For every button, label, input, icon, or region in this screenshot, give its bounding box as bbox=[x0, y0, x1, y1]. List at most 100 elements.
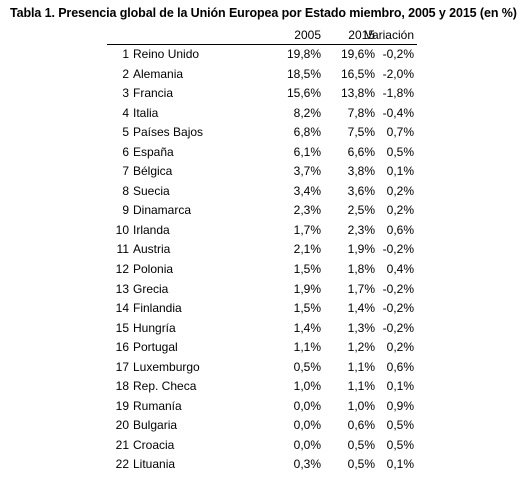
row-rank: 15 bbox=[115, 320, 129, 335]
table-row: 1 Reino Unido 19,8% 19,6% -0,2% bbox=[107, 45, 417, 65]
row-country: Irlanda bbox=[133, 222, 170, 237]
row-country: Austria bbox=[133, 242, 171, 257]
row-rank: 14 bbox=[115, 301, 129, 316]
table-row: 5 Países Bajos 6,8% 7,5% 0,7% bbox=[107, 123, 417, 143]
row-2005: 18,5% bbox=[286, 66, 321, 81]
row-country: Alemania bbox=[133, 66, 184, 81]
row-2005: 3,4% bbox=[293, 183, 321, 198]
table-title: Tabla 1. Presencia global de la Unión Eu… bbox=[10, 6, 517, 20]
table-row: 10 Irlanda 1,7% 2,3% 0,6% bbox=[107, 221, 417, 241]
row-2015: 3,8% bbox=[347, 164, 375, 179]
row-change: 0,5% bbox=[386, 418, 414, 433]
row-country: Hungría bbox=[133, 320, 176, 335]
row-rank: 19 bbox=[115, 398, 129, 413]
row-rank: 10 bbox=[115, 222, 129, 237]
table-row: 14 Finlandia 1,5% 1,4% -0,2% bbox=[107, 299, 417, 319]
row-2005: 0,5% bbox=[293, 359, 321, 374]
row-change: -0,2% bbox=[382, 47, 414, 61]
row-country: Francia bbox=[133, 86, 174, 101]
row-2015: 0,5% bbox=[347, 457, 375, 472]
row-rank: 7 bbox=[122, 164, 129, 179]
row-2005: 19,8% bbox=[286, 47, 321, 61]
row-rank: 6 bbox=[122, 144, 129, 159]
table-row: 21 Croacia 0,0% 0,5% 0,5% bbox=[107, 436, 417, 456]
row-2005: 1,4% bbox=[293, 320, 321, 335]
row-rank: 9 bbox=[122, 203, 129, 218]
row-rank: 12 bbox=[115, 262, 129, 277]
table-body: 1 Reino Unido 19,8% 19,6% -0,2% 2 Alemania 18,5… bbox=[107, 45, 417, 475]
row-change: 0,2% bbox=[386, 183, 414, 198]
row-2005: 15,6% bbox=[286, 86, 321, 101]
row-country: Dinamarca bbox=[133, 203, 192, 218]
row-change: -0,2% bbox=[382, 242, 414, 257]
row-country: Suecia bbox=[133, 183, 170, 198]
row-2015: 1,2% bbox=[347, 340, 375, 355]
table-row: 4 Italia 8,2% 7,8% -0,4% bbox=[107, 104, 417, 124]
row-change: -1,8% bbox=[382, 86, 414, 101]
row-country: Países Bajos bbox=[133, 125, 204, 140]
row-2015: 19,6% bbox=[340, 47, 375, 61]
row-country: Luxemburgo bbox=[133, 359, 200, 374]
row-change: 0,2% bbox=[386, 340, 414, 355]
row-2015: 7,5% bbox=[347, 125, 375, 140]
row-2015: 1,1% bbox=[347, 359, 375, 374]
column-header-2015: 2015 bbox=[348, 28, 375, 42]
row-2005: 6,1% bbox=[293, 144, 321, 159]
row-change: 0,1% bbox=[386, 379, 414, 394]
row-2015: 1,8% bbox=[347, 262, 375, 277]
table-row: 7 Bélgica 3,7% 3,8% 0,1% bbox=[107, 162, 417, 182]
row-2015: 16,5% bbox=[340, 66, 375, 81]
row-rank: 13 bbox=[115, 281, 129, 296]
row-change: -0,2% bbox=[382, 301, 414, 316]
row-country: Bélgica bbox=[133, 164, 173, 179]
row-2015: 1,9% bbox=[347, 242, 375, 257]
row-rank: 2 bbox=[122, 66, 129, 81]
table-row: 22 Lituania 0,3% 0,5% 0,1% bbox=[107, 455, 417, 475]
column-header-2005: 2005 bbox=[294, 28, 321, 42]
row-2005: 0,0% bbox=[293, 418, 321, 433]
row-country: Rep. Checa bbox=[133, 379, 197, 394]
table-row: 13 Grecia 1,9% 1,7% -0,2% bbox=[107, 280, 417, 300]
table-header-row: 2005 2015 Variación bbox=[107, 27, 417, 45]
row-2005: 2,1% bbox=[293, 242, 321, 257]
row-country: Rumanía bbox=[133, 398, 182, 413]
row-rank: 21 bbox=[115, 437, 129, 452]
row-2015: 2,3% bbox=[347, 222, 375, 237]
row-2015: 3,6% bbox=[347, 183, 375, 198]
row-2005: 3,7% bbox=[293, 164, 321, 179]
table-row: 20 Bulgaria 0,0% 0,6% 0,5% bbox=[107, 416, 417, 436]
data-table: 2005 2015 Variación 1 Reino Unido 19,8% 19,… bbox=[107, 27, 417, 475]
row-2005: 2,3% bbox=[293, 203, 321, 218]
row-2005: 1,5% bbox=[293, 301, 321, 316]
row-rank: 11 bbox=[116, 242, 129, 257]
table-row: 3 Francia 15,6% 13,8% -1,8% bbox=[107, 84, 417, 104]
row-2015: 1,0% bbox=[347, 398, 375, 413]
row-rank: 5 bbox=[122, 125, 129, 140]
row-2005: 0,3% bbox=[293, 457, 321, 472]
row-2005: 8,2% bbox=[293, 105, 321, 120]
row-change: 0,5% bbox=[386, 437, 414, 452]
row-2015: 7,8% bbox=[347, 105, 375, 120]
row-country: España bbox=[133, 144, 174, 159]
row-change: -0,2% bbox=[382, 320, 414, 335]
row-2015: 1,4% bbox=[347, 301, 375, 316]
row-2015: 0,6% bbox=[347, 418, 375, 433]
row-2015: 2,5% bbox=[347, 203, 375, 218]
row-2005: 1,9% bbox=[293, 281, 321, 296]
row-change: -2,0% bbox=[382, 66, 414, 81]
row-change: 0,9% bbox=[386, 398, 414, 413]
row-country: Grecia bbox=[133, 281, 169, 296]
row-rank: 8 bbox=[122, 183, 129, 198]
row-rank: 20 bbox=[115, 418, 129, 433]
row-2005: 0,0% bbox=[293, 398, 321, 413]
row-country: Bulgaria bbox=[133, 418, 178, 433]
row-change: -0,2% bbox=[382, 281, 414, 296]
table-row: 11 Austria 2,1% 1,9% -0,2% bbox=[107, 240, 417, 260]
row-2005: 6,8% bbox=[293, 125, 321, 140]
table-row: 15 Hungría 1,4% 1,3% -0,2% bbox=[107, 319, 417, 339]
row-2015: 1,1% bbox=[347, 379, 375, 394]
row-change: 0,6% bbox=[386, 359, 414, 374]
row-country: Croacia bbox=[133, 437, 175, 452]
row-2005: 1,0% bbox=[293, 379, 321, 394]
row-rank: 3 bbox=[122, 86, 129, 101]
